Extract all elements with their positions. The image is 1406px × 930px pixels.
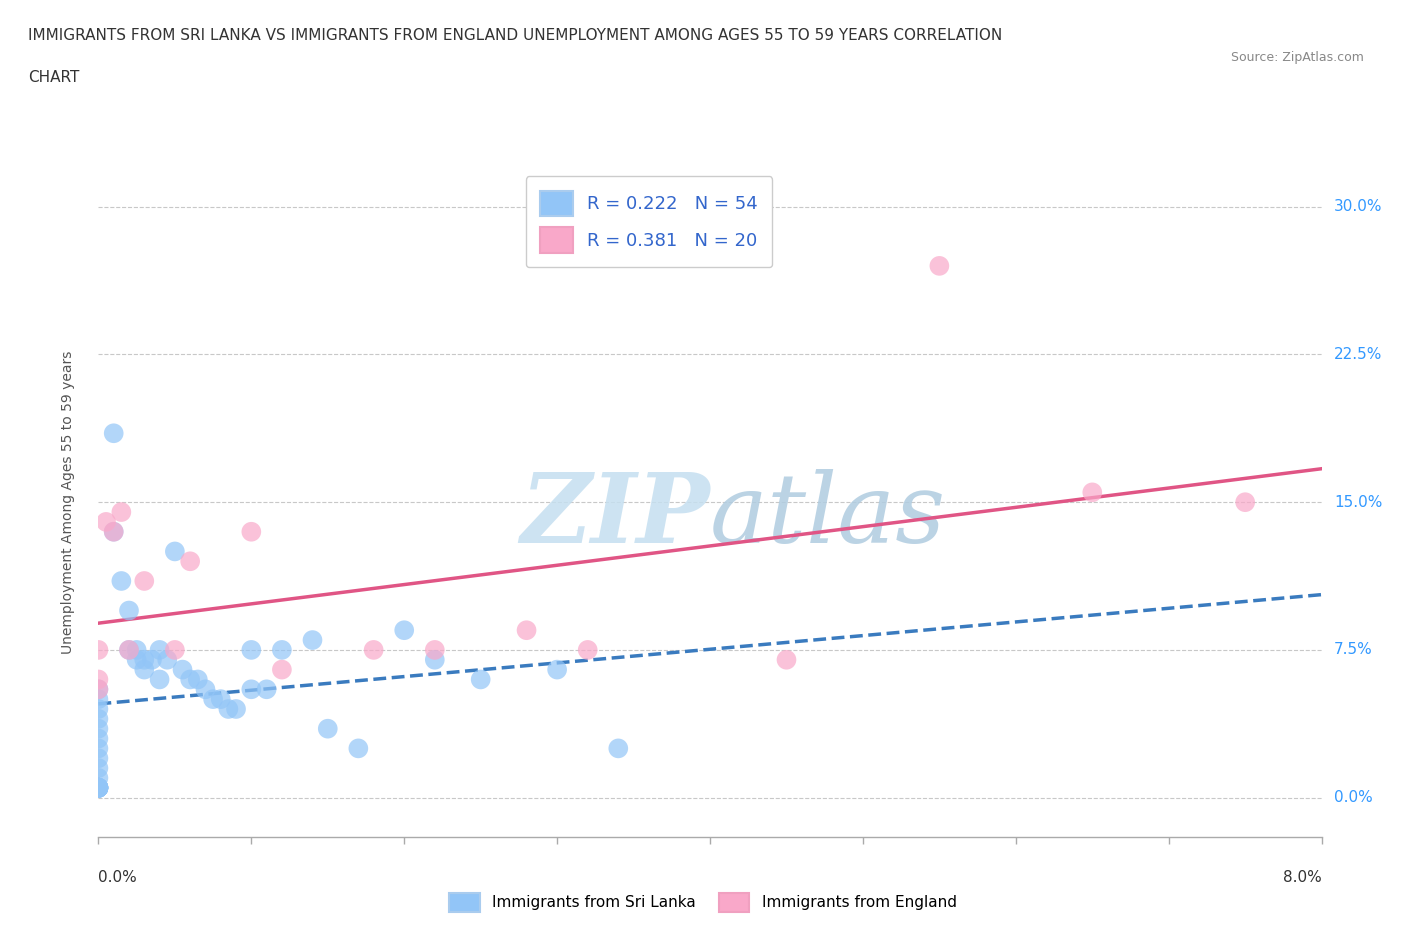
Point [87, 780, 110, 795]
Point [256, 682, 278, 697]
Text: 22.5%: 22.5% [1334, 347, 1382, 362]
Point [607, 741, 630, 756]
Point [172, 662, 194, 677]
Text: CHART: CHART [28, 70, 80, 85]
Point [134, 574, 156, 589]
Point [392, 623, 416, 638]
Point [87, 780, 110, 795]
Point [87, 672, 110, 687]
Point [103, 525, 125, 539]
Point [87, 711, 110, 726]
Point [470, 672, 492, 687]
Point [928, 259, 950, 273]
Point [87, 701, 110, 716]
Text: 30.0%: 30.0% [1334, 199, 1382, 214]
Point [87, 751, 110, 765]
Point [87, 780, 110, 795]
Point [1081, 485, 1104, 499]
Point [118, 643, 141, 658]
Point [87, 731, 110, 746]
Y-axis label: Unemployment Among Ages 55 to 59 years: Unemployment Among Ages 55 to 59 years [60, 351, 75, 654]
Text: 8.0%: 8.0% [1282, 870, 1322, 885]
Point [775, 652, 797, 667]
Text: 15.0%: 15.0% [1334, 495, 1382, 510]
Point [94, 514, 117, 529]
Point [225, 701, 247, 716]
Point [87, 682, 110, 697]
Point [87, 780, 110, 795]
Point [141, 652, 163, 667]
Point [87, 722, 110, 737]
Point [87, 643, 110, 658]
Point [87, 780, 110, 795]
Point [240, 525, 263, 539]
Point [515, 623, 537, 638]
Point [576, 643, 599, 658]
Text: atlas: atlas [710, 469, 946, 563]
Point [125, 643, 148, 658]
Point [134, 662, 156, 677]
Point [87, 780, 110, 795]
Point [156, 652, 179, 667]
Point [270, 643, 294, 658]
Point [217, 701, 239, 716]
Point [240, 643, 263, 658]
Legend: Immigrants from Sri Lanka, Immigrants from England: Immigrants from Sri Lanka, Immigrants fr… [443, 887, 963, 918]
Point [1234, 495, 1257, 510]
Text: 0.0%: 0.0% [98, 870, 138, 885]
Point [118, 603, 141, 618]
Point [87, 741, 110, 756]
Point [87, 780, 110, 795]
Point [423, 652, 446, 667]
Point [125, 652, 148, 667]
Point [179, 672, 201, 687]
Point [202, 692, 225, 707]
Point [301, 632, 323, 647]
Text: 7.5%: 7.5% [1334, 643, 1372, 658]
Point [103, 426, 125, 441]
Text: Source: ZipAtlas.com: Source: ZipAtlas.com [1230, 51, 1364, 64]
Point [316, 722, 339, 737]
Point [209, 692, 232, 707]
Point [87, 780, 110, 795]
Point [87, 682, 110, 697]
Point [179, 554, 201, 569]
Point [87, 780, 110, 795]
Point [240, 682, 263, 697]
Text: ZIP: ZIP [520, 469, 710, 563]
Point [87, 780, 110, 795]
Text: 0.0%: 0.0% [1334, 790, 1372, 805]
Point [149, 643, 172, 658]
Point [163, 544, 186, 559]
Point [110, 574, 132, 589]
Point [103, 525, 125, 539]
Point [110, 505, 132, 520]
Point [87, 761, 110, 776]
Point [363, 643, 385, 658]
Point [118, 643, 141, 658]
Point [270, 662, 294, 677]
Point [423, 643, 446, 658]
Text: IMMIGRANTS FROM SRI LANKA VS IMMIGRANTS FROM ENGLAND UNEMPLOYMENT AMONG AGES 55 : IMMIGRANTS FROM SRI LANKA VS IMMIGRANTS … [28, 28, 1002, 43]
Point [134, 652, 156, 667]
Point [149, 672, 172, 687]
Point [187, 672, 209, 687]
Point [546, 662, 568, 677]
Point [163, 643, 186, 658]
Point [87, 692, 110, 707]
Legend: R = 0.222   N = 54, R = 0.381   N = 20: R = 0.222 N = 54, R = 0.381 N = 20 [526, 177, 772, 267]
Point [347, 741, 370, 756]
Point [87, 770, 110, 785]
Point [194, 682, 217, 697]
